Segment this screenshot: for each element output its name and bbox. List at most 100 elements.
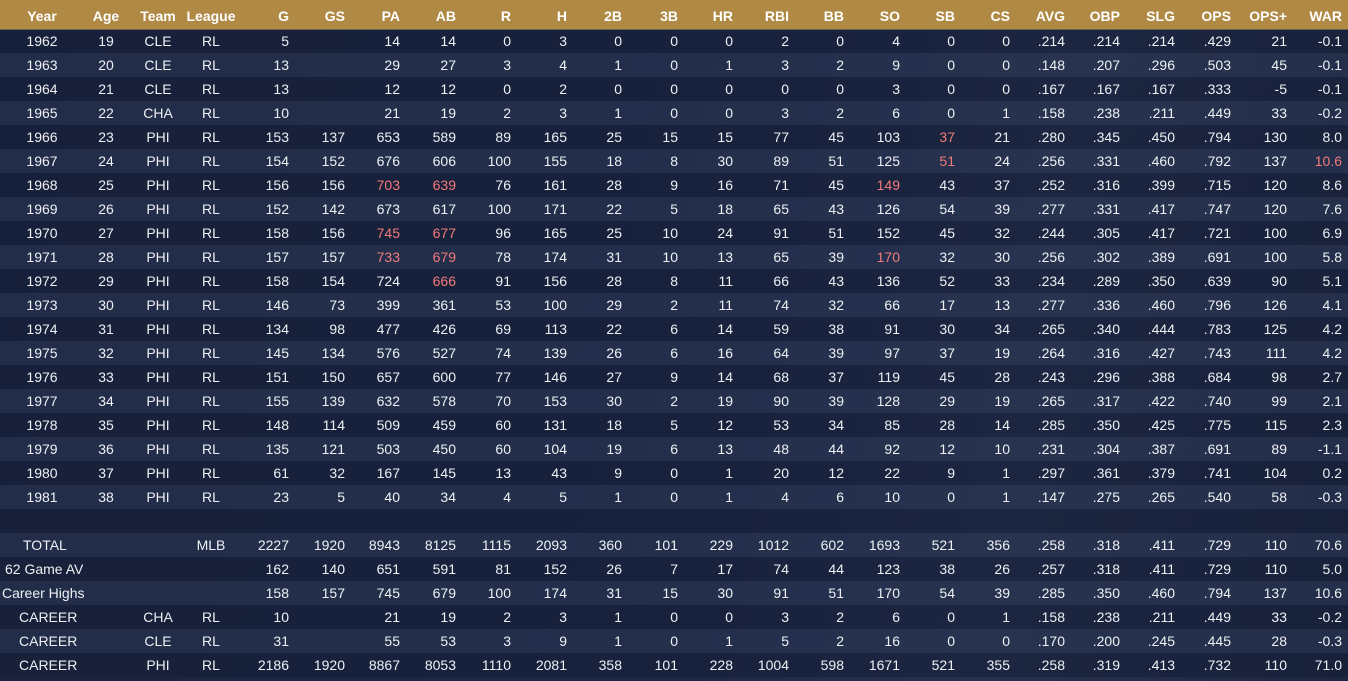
cell: 58 — [1271, 489, 1287, 505]
cell: 103 — [876, 129, 900, 145]
cell: 632 — [376, 393, 400, 409]
cell: .317 — [1092, 393, 1120, 409]
cell: 25 — [606, 225, 622, 241]
cell: RL — [202, 105, 220, 121]
cell: 13 — [717, 441, 733, 457]
cell: 12 — [440, 81, 456, 97]
cell: 25 — [98, 177, 114, 193]
cell: 2093 — [535, 537, 567, 553]
cell: 110 — [1264, 561, 1287, 577]
cell: 155 — [543, 153, 567, 169]
cell: .794 — [1203, 585, 1231, 601]
cell: 651 — [376, 561, 400, 577]
cell: .167 — [1092, 81, 1120, 97]
cell: 12 — [939, 441, 955, 457]
cell: 0 — [1002, 57, 1010, 73]
cell: 1975 — [26, 345, 58, 361]
cell: RL — [202, 441, 220, 457]
cell: .691 — [1203, 441, 1231, 457]
cell: .340 — [1092, 321, 1120, 337]
cell: 724 — [376, 273, 400, 289]
cell: 6 — [892, 609, 900, 625]
cell: .413 — [1147, 657, 1175, 673]
cell: 26 — [606, 345, 622, 361]
cell: 0 — [1002, 633, 1010, 649]
column-header: OBP — [1089, 8, 1120, 24]
cell: .796 — [1203, 297, 1231, 313]
cell: .211 — [1148, 105, 1175, 121]
cell: 156 — [543, 273, 567, 289]
column-header: WAR — [1309, 8, 1342, 24]
cell: 74 — [495, 345, 511, 361]
cell: 1004 — [757, 657, 789, 673]
cell: .691 — [1203, 249, 1231, 265]
cell: .265 — [1147, 489, 1175, 505]
column-header: AVG — [1035, 8, 1065, 24]
cell: 19 — [98, 33, 114, 49]
column-header: G — [278, 8, 289, 24]
cell: 68 — [773, 369, 789, 385]
cell: 13 — [994, 297, 1010, 313]
cell: 100 — [487, 153, 511, 169]
cell: 20 — [98, 57, 114, 73]
cell: 15 — [662, 585, 678, 601]
cell: 19 — [994, 393, 1010, 409]
cell: 69 — [495, 321, 511, 337]
cell: 617 — [432, 201, 456, 217]
cell: 100 — [487, 585, 511, 601]
cell: 3 — [559, 609, 567, 625]
cell: 3 — [781, 105, 789, 121]
cell: 8053 — [424, 657, 456, 673]
cell: .741 — [1203, 465, 1231, 481]
cell: PHI — [146, 249, 170, 265]
cell: 104 — [543, 441, 567, 457]
cell: 154 — [321, 273, 345, 289]
cell: 113 — [544, 321, 567, 337]
cell: -1.1 — [1317, 441, 1342, 457]
cell: 17 — [717, 561, 733, 577]
cell: 139 — [321, 393, 345, 409]
cell: .792 — [1203, 153, 1231, 169]
cell: 27 — [98, 225, 114, 241]
cell: 4 — [892, 33, 900, 49]
cell: 165 — [543, 129, 567, 145]
cell: .449 — [1203, 105, 1231, 121]
row-band — [0, 437, 1348, 461]
cell: 1967 — [26, 153, 58, 169]
cell: 43 — [828, 201, 844, 217]
cell: .333 — [1203, 81, 1231, 97]
cell: RL — [202, 33, 220, 49]
cell: 2.3 — [1322, 417, 1342, 433]
cell: 576 — [376, 345, 400, 361]
cell: .775 — [1203, 417, 1231, 433]
cell: 8943 — [368, 537, 400, 553]
row-band — [0, 77, 1348, 101]
cell: 7.6 — [1322, 201, 1342, 217]
cell: 0 — [670, 33, 678, 49]
cell: 23 — [98, 129, 114, 145]
cell: .289 — [1092, 273, 1120, 289]
cell: 115 — [1264, 417, 1287, 433]
cell: 3 — [781, 57, 789, 73]
cell: 1965 — [26, 105, 58, 121]
cell: 1 — [614, 489, 622, 505]
cell: .783 — [1203, 321, 1231, 337]
cell: 2 — [670, 297, 678, 313]
column-header: BB — [823, 8, 844, 24]
cell: 110 — [1264, 657, 1287, 673]
cell: 43 — [828, 273, 844, 289]
cell: 1977 — [26, 393, 58, 409]
cell: 36 — [98, 441, 114, 457]
cell: .388 — [1147, 369, 1175, 385]
cell: 152 — [543, 561, 567, 577]
cell: MLB — [196, 537, 226, 553]
row-band — [0, 509, 1348, 533]
row-band — [0, 581, 1348, 605]
cell: -0.3 — [1317, 489, 1342, 505]
cell: 8 — [670, 273, 678, 289]
cell: 43 — [551, 465, 567, 481]
cell: .244 — [1037, 225, 1065, 241]
cell: 24 — [98, 153, 114, 169]
cell: 152 — [265, 201, 289, 217]
cell: 1 — [1002, 465, 1010, 481]
